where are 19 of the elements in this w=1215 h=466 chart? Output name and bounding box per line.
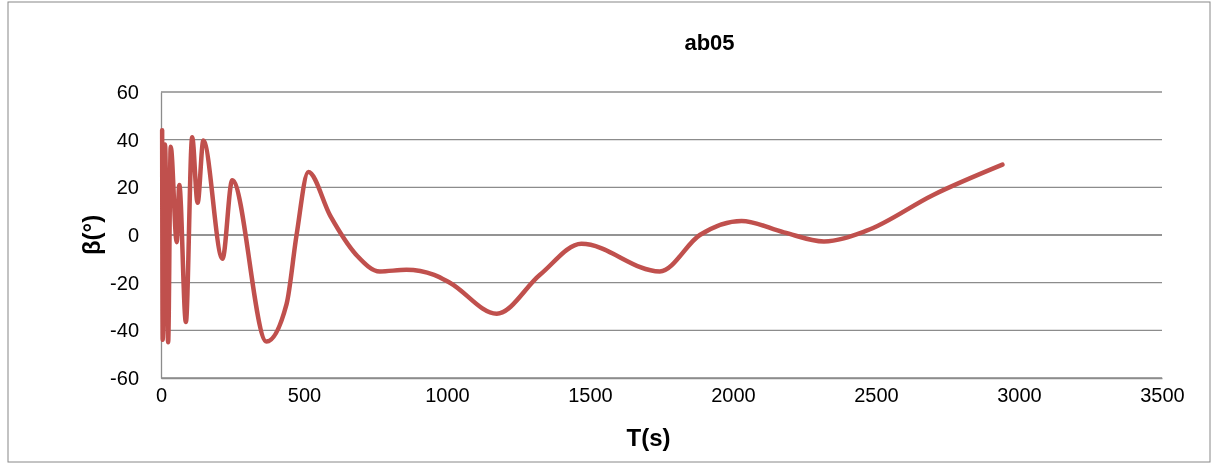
- y-tick-label: 0: [127, 223, 139, 246]
- y-tick-label: -40: [110, 319, 139, 342]
- y-axis-title: β(°): [78, 214, 105, 256]
- y-tick-label: 20: [116, 176, 139, 199]
- line-series: [159, 127, 1005, 345]
- chart-title: ab05: [684, 30, 735, 55]
- x-tick-label: 1500: [568, 384, 613, 406]
- y-tick-label: 60: [116, 80, 139, 103]
- x-axis-title: T(s): [626, 424, 671, 451]
- x-tick-label: 0: [155, 384, 168, 406]
- y-tick-label: -60: [110, 366, 139, 389]
- x-tick-label: 2500: [854, 384, 899, 406]
- x-tick-label: 3000: [997, 384, 1042, 406]
- x-tick-label: 2000: [711, 384, 756, 406]
- x-tick-label: 3500: [1140, 384, 1185, 406]
- y-tick-label: -20: [110, 271, 139, 294]
- x-tick-label: 1000: [425, 384, 470, 406]
- x-tick-label: 500: [287, 384, 322, 406]
- y-tick-label: 40: [116, 128, 139, 151]
